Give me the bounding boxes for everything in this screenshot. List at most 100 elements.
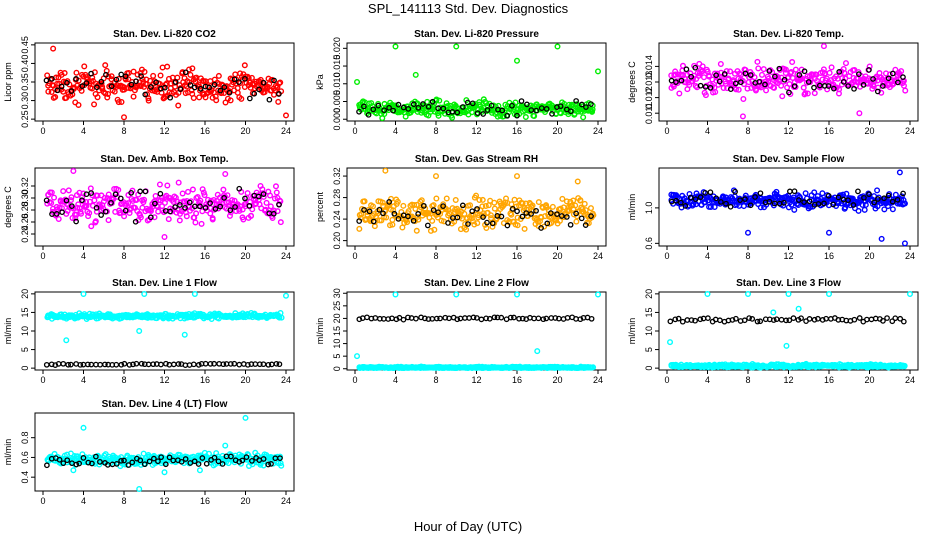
data-point	[196, 94, 203, 101]
data-point	[512, 99, 519, 106]
data-point	[819, 190, 826, 197]
y-tick-label: 20	[20, 289, 30, 299]
y-axis-label: degrees C	[3, 186, 13, 228]
data-point	[587, 205, 594, 212]
hourly-point	[578, 101, 585, 108]
hourly-point	[465, 221, 471, 227]
x-tick-label: 8	[745, 126, 750, 136]
data-point	[169, 74, 176, 81]
data-point	[541, 223, 548, 230]
y-tick-label: 0.015	[332, 55, 342, 78]
hourly-point	[856, 315, 863, 321]
outlier-point	[222, 170, 229, 177]
hourly-point	[825, 192, 832, 199]
y-tick-label: 0.4	[20, 471, 30, 484]
hourly-point	[182, 69, 189, 76]
data-point	[54, 80, 61, 87]
data-point	[394, 198, 401, 205]
data-point	[164, 63, 171, 70]
hourly-point	[498, 213, 505, 220]
data-point	[413, 201, 420, 208]
hourly-point	[464, 99, 471, 106]
hourly-point	[697, 316, 704, 323]
outlier-point	[453, 43, 460, 50]
hourly-point	[207, 361, 214, 367]
data-point	[117, 209, 124, 216]
data-point	[197, 197, 204, 204]
outlier-point	[141, 291, 148, 298]
hourly-point	[166, 454, 173, 461]
hourly-point	[219, 461, 226, 467]
data-point	[159, 64, 166, 71]
hourly-point	[58, 83, 65, 90]
y-tick-label: 10	[644, 326, 654, 336]
data-point	[72, 215, 79, 222]
hourly-point	[117, 195, 124, 202]
hourly-point	[221, 84, 228, 91]
hourly-point	[781, 76, 788, 83]
data-point	[400, 202, 407, 209]
hourly-point	[702, 189, 709, 196]
series-black	[668, 64, 906, 96]
hourly-point	[830, 85, 837, 92]
x-tick-label: 12	[159, 496, 169, 506]
data-point	[835, 200, 842, 207]
data-point	[460, 205, 467, 212]
data-point	[676, 78, 683, 85]
hourly-point	[207, 200, 213, 206]
data-point	[577, 197, 584, 204]
data-point	[176, 217, 183, 224]
data-point	[198, 220, 205, 227]
data-point	[105, 217, 112, 224]
hourly-point	[98, 78, 105, 85]
data-point	[404, 219, 411, 226]
data-point	[141, 68, 148, 75]
panel-5: Stan. Dev. Gas Stream RH percent 0 4 8 12 16 20…	[315, 154, 607, 261]
hourly-point	[44, 462, 50, 469]
panels-container: Stan. Dev. Li-820 CO2 Licor ppm 0 4 8 12 16 20 2…	[3, 29, 919, 506]
y-tick-label: 0.40	[20, 55, 30, 73]
data-point	[52, 94, 59, 101]
hourly-point	[875, 196, 881, 202]
hourly-point	[514, 112, 520, 119]
x-axis-label: Hour of Day (UTC)	[414, 519, 522, 534]
x-tick-label: 16	[824, 375, 834, 385]
hourly-point	[491, 314, 498, 321]
data-point	[418, 197, 425, 204]
outlier-point	[826, 291, 833, 298]
data-point	[521, 225, 528, 232]
hourly-point	[79, 197, 85, 204]
hourly-point	[227, 207, 234, 214]
y-axis-label: ml/min	[627, 194, 637, 221]
hourly-point	[113, 76, 120, 83]
data-point	[94, 94, 101, 101]
hourly-point	[268, 461, 274, 467]
data-point	[190, 94, 197, 101]
hourly-point	[754, 318, 761, 325]
data-point	[901, 362, 908, 369]
outlier-point	[283, 292, 290, 299]
outlier-point	[161, 469, 168, 476]
hourly-point	[197, 203, 203, 210]
data-point	[482, 202, 489, 209]
data-point	[483, 224, 490, 231]
hourly-point	[370, 218, 377, 225]
data-point	[118, 98, 125, 105]
hourly-point	[271, 77, 277, 84]
hourly-point	[73, 461, 80, 468]
hourly-point	[692, 64, 699, 71]
data-point	[175, 179, 182, 186]
x-tick-label: 12	[471, 126, 481, 136]
data-point	[104, 94, 111, 101]
data-point	[273, 189, 280, 196]
y-tick-label: 0.30	[20, 92, 30, 110]
data-point	[779, 93, 786, 100]
hourly-point	[801, 68, 808, 75]
y-tick-label: 15	[332, 326, 342, 336]
hourly-point	[266, 96, 273, 103]
hourly-point	[366, 208, 373, 215]
data-point	[804, 90, 811, 97]
hourly-point	[122, 73, 129, 80]
y-tick-label: 0.28	[20, 201, 30, 219]
hourly-point	[524, 101, 530, 108]
